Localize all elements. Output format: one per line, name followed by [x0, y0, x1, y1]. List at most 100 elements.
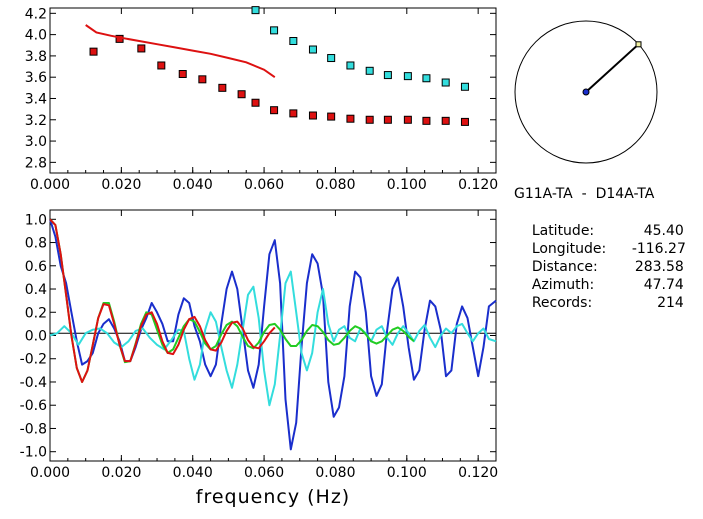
x-tick-label: 0.120 — [458, 465, 498, 481]
info-label: Azimuth: — [531, 277, 595, 293]
station-center-marker — [582, 88, 590, 96]
x-tick-label: 0.100 — [387, 177, 427, 193]
x-tick-label: 0.120 — [458, 177, 498, 193]
dispersion-point-series-1 — [327, 54, 336, 63]
x-tick-label: 0.060 — [244, 465, 284, 481]
dispersion-point-series-1 — [308, 45, 317, 54]
correlation-series-3 — [49, 218, 276, 383]
azimuth-circle — [514, 20, 658, 164]
dispersion-point-series-1 — [365, 66, 374, 75]
y-tick-label: 0.8 — [25, 236, 47, 252]
dispersion-point-series-0 — [346, 114, 355, 123]
info-label: Longitude: — [531, 241, 607, 257]
correlation-lines — [49, 218, 497, 451]
x-tick-label: 0.040 — [173, 465, 213, 481]
x-tick-label: 0.100 — [387, 465, 427, 481]
dispersion-point-series-0 — [237, 90, 246, 99]
dispersion-point-series-0 — [403, 115, 412, 124]
dispersion-marks — [85, 6, 469, 126]
dispersion-point-series-0 — [178, 70, 187, 78]
dispersion-point-series-0 — [365, 115, 374, 124]
dispersion-plot-frame — [49, 7, 497, 174]
dispersion-point-series-0 — [422, 116, 431, 125]
info-label: Latitude: — [531, 223, 595, 239]
info-row-distance: Distance: 283.58 — [514, 240, 684, 294]
info-row-azimuth: Azimuth: 47.74 — [514, 258, 684, 312]
info-row-longitude: Longitude: -116.27 — [514, 222, 686, 276]
info-label: Records: — [531, 295, 593, 311]
dispersion-ticks — [49, 8, 497, 173]
dispersion-tick-labels: 0.000 0.020 0.040 0.060 0.080 0.100 0.120 2.8 3.… — [25, 6, 498, 193]
dispersion-point-series-0 — [89, 47, 98, 56]
dispersion-point-series-1 — [441, 78, 450, 87]
info-row-latitude: Latitude: 45.40 — [514, 204, 684, 258]
x-tick-label: 0.080 — [315, 177, 355, 193]
dispersion-point-series-0 — [270, 106, 279, 115]
y-tick-label: 4.0 — [25, 28, 47, 44]
y-tick-label: 2.8 — [25, 155, 47, 171]
dispersion-point-series-0 — [441, 116, 450, 125]
y-tick-label: -0.4 — [20, 375, 47, 391]
dispersion-point-series-1 — [460, 82, 469, 91]
dispersion-panel: 0.000 0.020 0.040 0.060 0.080 0.100 0.120 2.8 3.… — [25, 6, 498, 193]
correlation-series-1 — [49, 270, 497, 407]
y-tick-label: 3.8 — [25, 49, 47, 65]
correlation-panel: 0.000 0.020 0.040 0.060 0.080 0.100 0.120 -1.0 -… — [20, 209, 499, 508]
dispersion-point-series-1 — [403, 72, 412, 81]
y-tick-label: 0.2 — [25, 305, 47, 321]
x-axis-title: frequency (Hz) — [196, 486, 350, 508]
x-tick-label: 0.000 — [30, 177, 70, 193]
y-tick-label: 0.4 — [25, 282, 47, 298]
station-end-marker — [635, 41, 642, 48]
x-tick-label: 0.020 — [101, 177, 141, 193]
info-value: 47.74 — [643, 277, 684, 293]
y-tick-label: 1.0 — [25, 212, 47, 228]
info-value: -116.27 — [631, 241, 686, 257]
dispersion-point-series-0 — [289, 109, 298, 118]
dispersion-point-series-0 — [327, 112, 336, 121]
y-tick-label: 3.4 — [25, 91, 47, 107]
y-tick-label: -1.0 — [20, 445, 47, 461]
correlation-series-2 — [49, 218, 415, 383]
dispersion-point-series-0 — [137, 44, 146, 53]
dispersion-point-series-0 — [383, 115, 392, 124]
y-tick-label: 3.0 — [25, 134, 47, 150]
x-tick-label: 0.080 — [315, 465, 355, 481]
info-row-records: Records: 214 — [514, 276, 684, 330]
dispersion-point-series-0 — [198, 75, 207, 84]
y-tick-label: 0.6 — [25, 259, 47, 275]
dispersion-point-series-1 — [289, 37, 298, 45]
x-tick-label: 0.000 — [30, 465, 70, 481]
dispersion-point-series-1 — [270, 26, 279, 35]
info-label: Distance: — [531, 259, 598, 275]
dispersion-point-series-0 — [157, 61, 166, 70]
dispersion-model-line — [85, 24, 276, 79]
x-tick-label: 0.040 — [173, 177, 213, 193]
y-tick-label: -0.6 — [20, 398, 47, 414]
dispersion-point-series-1 — [346, 61, 355, 70]
y-tick-label: 3.2 — [25, 113, 47, 129]
dispersion-point-series-1 — [383, 71, 392, 80]
info-value: 214 — [657, 295, 684, 311]
correlation-ticks — [49, 210, 497, 461]
azimuth-map — [514, 20, 658, 164]
dispersion-point-series-0 — [251, 98, 260, 107]
x-tick-label: 0.020 — [101, 465, 141, 481]
info-value: 283.58 — [634, 259, 684, 275]
info-value: 45.40 — [643, 223, 684, 239]
station-pair-title: G11A-TA - D14A-TA — [514, 186, 655, 202]
x-tick-label: 0.060 — [244, 177, 284, 193]
y-tick-label: 3.6 — [25, 70, 47, 86]
y-tick-label: -0.2 — [20, 352, 47, 368]
correlation-tick-labels: 0.000 0.020 0.040 0.060 0.080 0.100 0.120 -1.0 -… — [20, 212, 499, 481]
y-tick-label: 0.0 — [25, 329, 47, 345]
azimuth-line — [585, 43, 640, 93]
dispersion-point-series-0 — [218, 83, 227, 92]
dispersion-point-series-0 — [308, 111, 317, 120]
dispersion-point-series-0 — [460, 117, 469, 126]
y-tick-label: 4.2 — [25, 6, 47, 22]
dispersion-point-series-1 — [422, 74, 431, 83]
y-tick-label: -0.8 — [20, 421, 47, 437]
dispersion-point-series-1 — [251, 6, 260, 15]
